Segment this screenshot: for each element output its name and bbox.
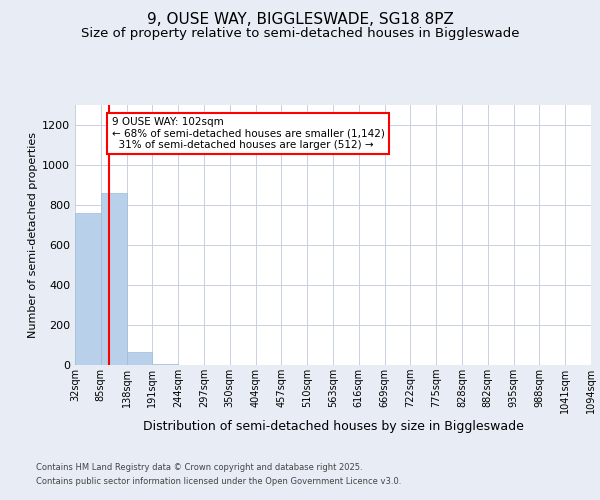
Text: Size of property relative to semi-detached houses in Biggleswade: Size of property relative to semi-detach… [81, 28, 519, 40]
Y-axis label: Number of semi-detached properties: Number of semi-detached properties [28, 132, 38, 338]
Text: 9, OUSE WAY, BIGGLESWADE, SG18 8PZ: 9, OUSE WAY, BIGGLESWADE, SG18 8PZ [146, 12, 454, 28]
Bar [127, 352, 152, 365]
Bar [152, 364, 178, 365]
X-axis label: Distribution of semi-detached houses by size in Biggleswade: Distribution of semi-detached houses by … [143, 420, 523, 433]
Bar [101, 193, 127, 365]
Text: Contains HM Land Registry data © Crown copyright and database right 2025.: Contains HM Land Registry data © Crown c… [36, 464, 362, 472]
Text: Contains public sector information licensed under the Open Government Licence v3: Contains public sector information licen… [36, 477, 401, 486]
Bar [75, 213, 101, 365]
Text: 9 OUSE WAY: 102sqm
← 68% of semi-detached houses are smaller (1,142)
  31% of se: 9 OUSE WAY: 102sqm ← 68% of semi-detache… [112, 117, 385, 150]
